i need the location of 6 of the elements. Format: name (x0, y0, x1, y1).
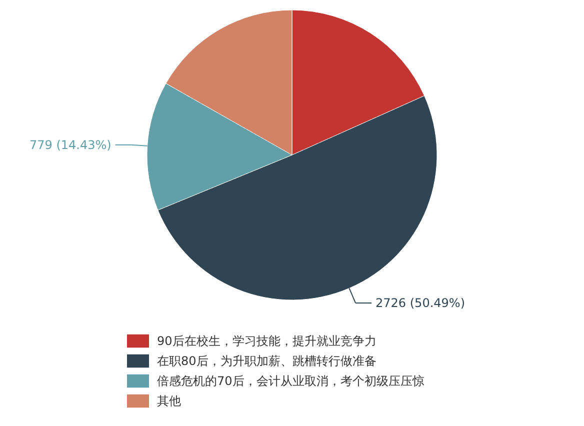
data-label: 2726 (50.49%) (376, 296, 466, 310)
legend-label: 倍感危机的70后，会计从业取消，考个初级压压惊 (157, 374, 424, 388)
legend-label: 90后在校生，学习技能，提升就业竞争力 (157, 334, 376, 348)
data-label: 779 (14.43%) (29, 138, 112, 152)
legend-label: 其他 (157, 394, 181, 408)
legend-label: 在职80后，为升职加薪、跳槽转行做准备 (157, 354, 376, 368)
